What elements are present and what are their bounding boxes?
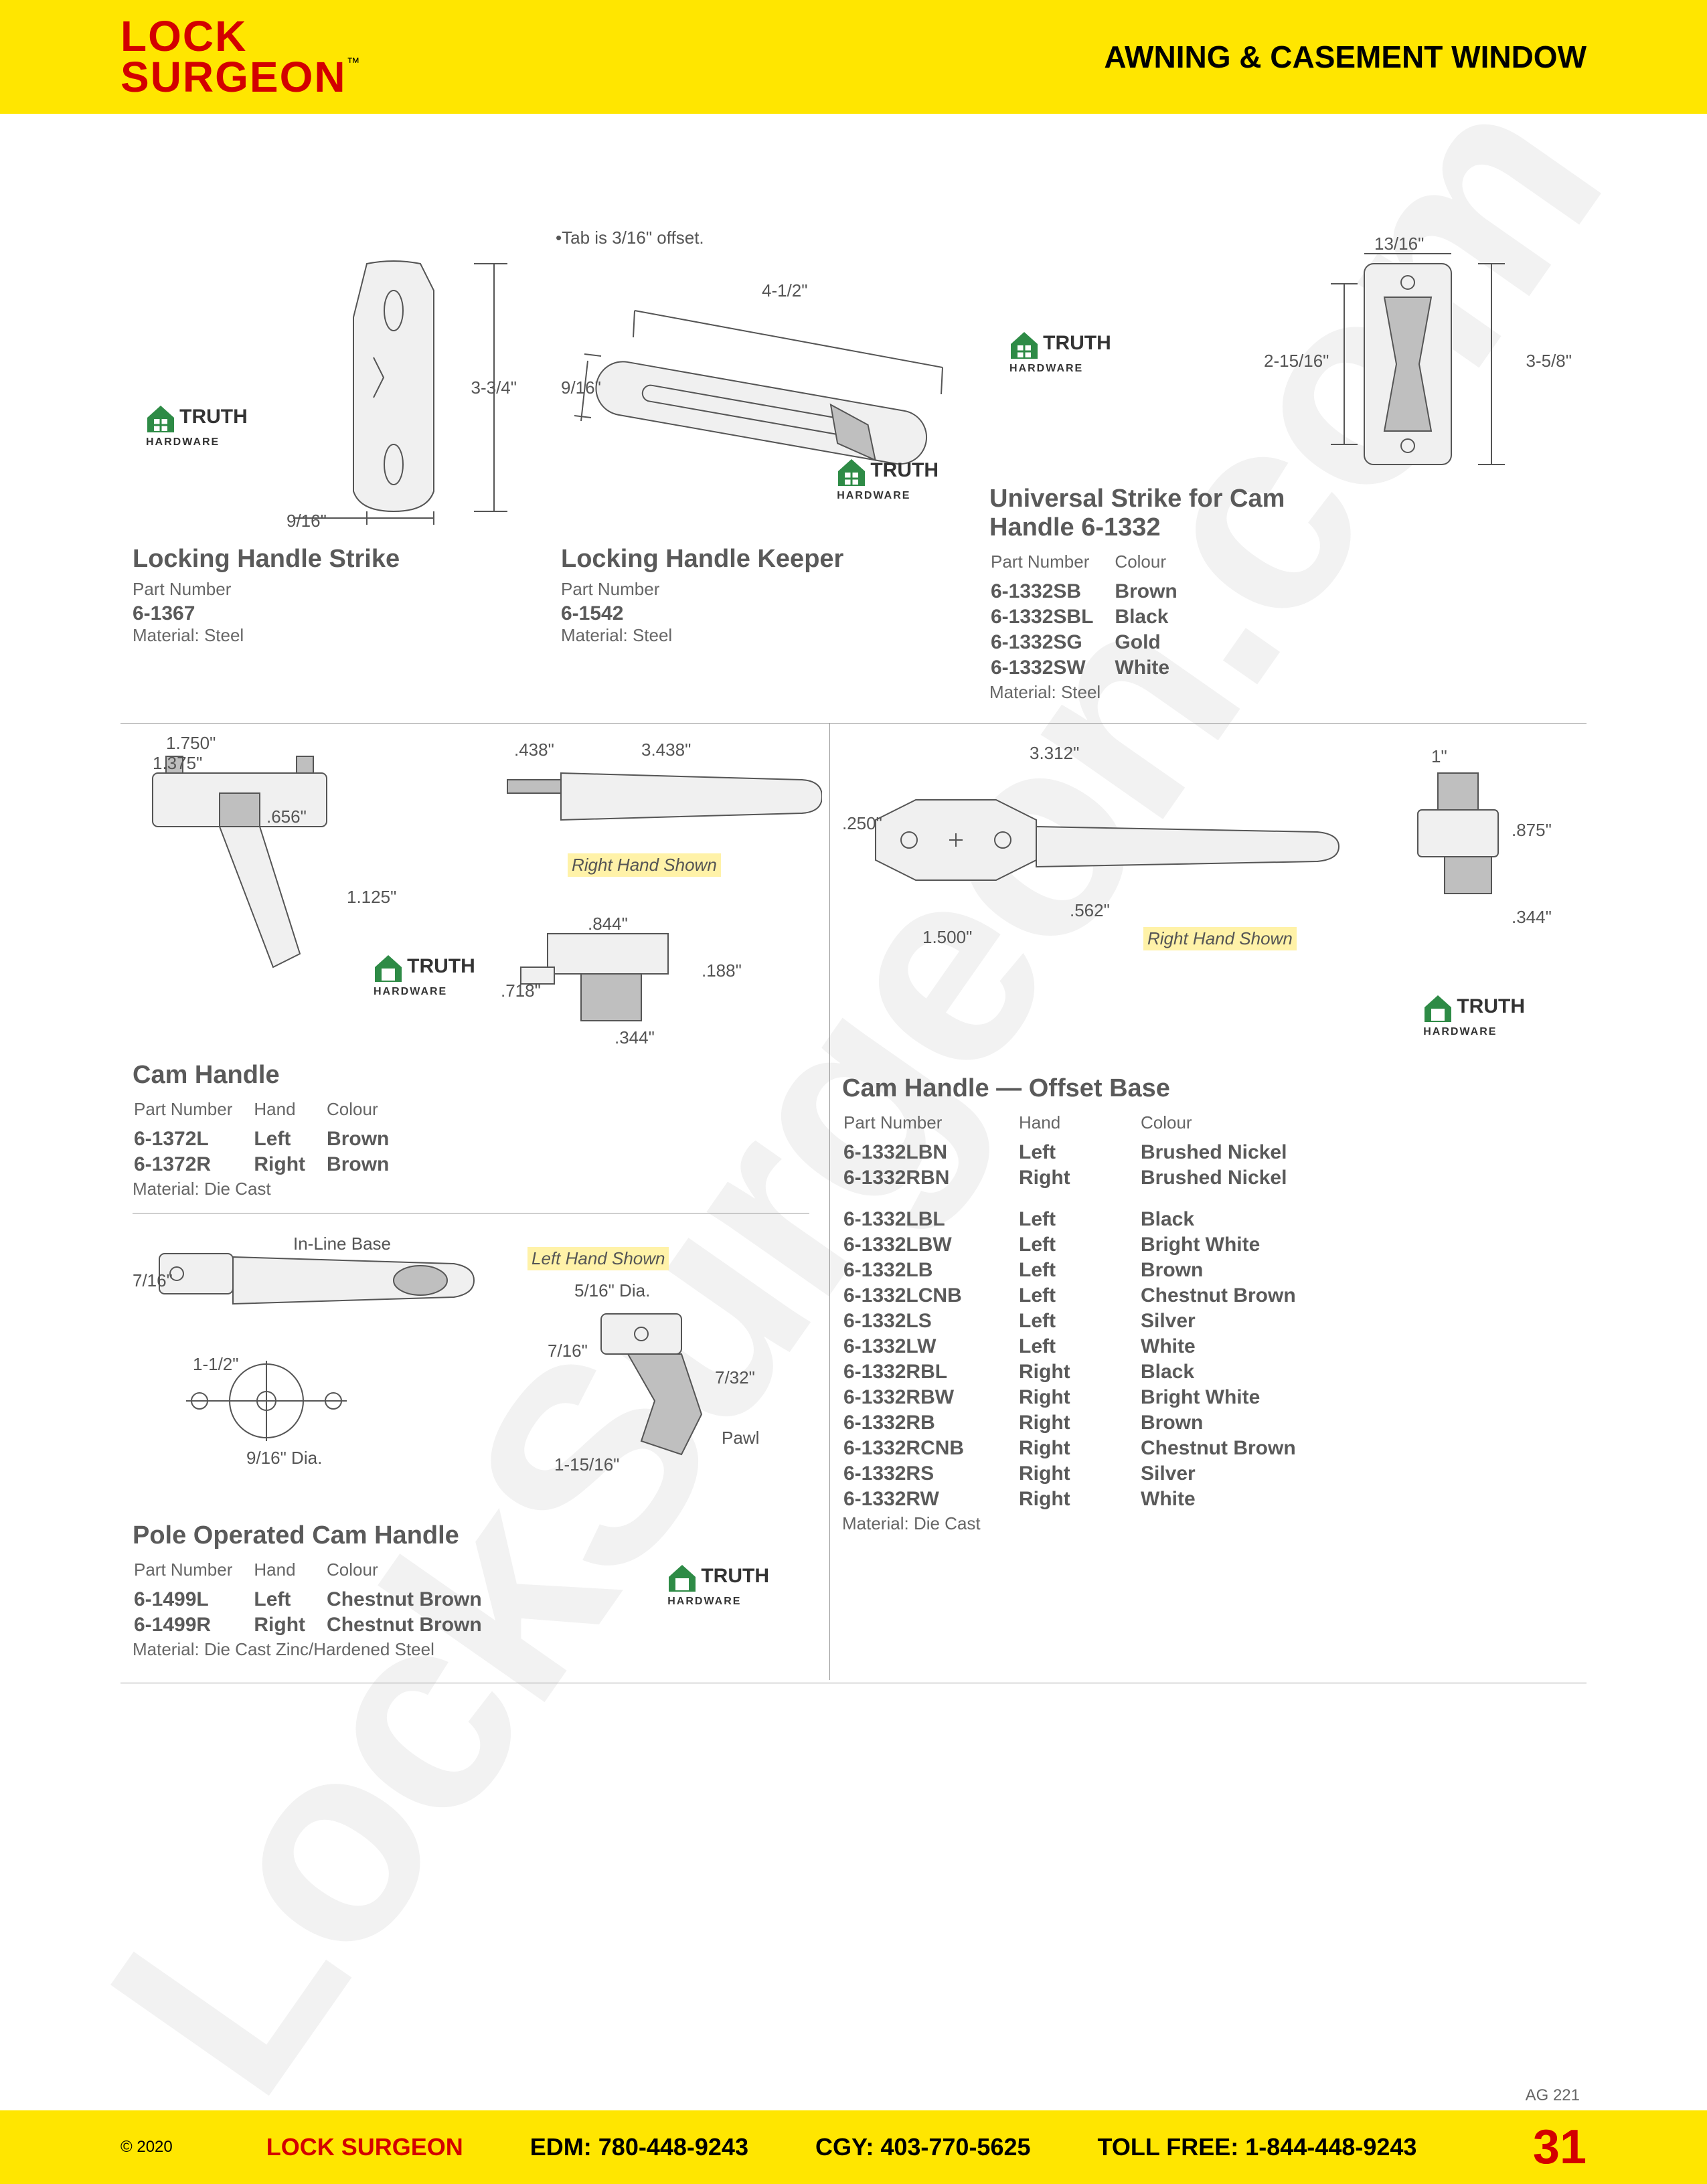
truth-hardware-logo: TRUTH HARDWARE (667, 1564, 769, 1606)
diagram-p4: 1.750" 1.375" .656" 1.125" .438" 3.438" … (133, 733, 809, 1047)
copyright: © 2020 (120, 2138, 173, 2157)
footer: AG 221 © 2020 LOCK SURGEON EDM: 780-448-… (0, 2081, 1707, 2184)
table-row: 6-1332RCNBRightChestnut Brown (843, 1437, 1316, 1461)
material: Material: Steel (989, 682, 1592, 703)
page-category-title: AWNING & CASEMENT WINDOW (1104, 39, 1587, 75)
ag-code: AG 221 (0, 2081, 1707, 2110)
catalog-content: 3-3/4" 9/16" TRUTH HARDWARE Locking Hand… (0, 114, 1707, 1710)
table-row: 6-1332SWWhite (991, 657, 1198, 681)
product-title: Cam Handle — Offset Base (842, 1074, 1578, 1103)
product-title: Pole Operated Cam Handle (133, 1521, 809, 1550)
table-row: 6-1332LCNBLeftChestnut Brown (843, 1284, 1316, 1309)
row-1: 3-3/4" 9/16" TRUTH HARDWARE Locking Hand… (120, 234, 1587, 724)
table-row: 6-1499LLeftChestnut Brown (134, 1588, 502, 1612)
material: Material: Die Cast (133, 1179, 809, 1199)
product-title: Universal Strike for Cam Handle 6-1332 (989, 485, 1291, 542)
dim-w: 13/16" (1374, 234, 1424, 254)
table-row: 6-1332RWRightWhite (843, 1488, 1316, 1512)
hand-shown-note: Right Hand Shown (1143, 927, 1297, 950)
product-locking-handle-strike: 3-3/4" 9/16" TRUTH HARDWARE Locking Hand… (120, 234, 549, 723)
variant-table: Part NumberHandColour 6-1499LLeftChestnu… (133, 1557, 503, 1639)
table-row: 6-1332SGGold (991, 631, 1198, 655)
logo-line1: LOCK (120, 16, 360, 57)
variant-table: Part NumberColour 6-1332SBBrown 6-1332SB… (989, 549, 1199, 682)
dim-h: 3-3/4" (471, 377, 517, 398)
truth-hardware-logo: TRUTH HARDWARE (146, 404, 248, 447)
table-row: 6-1332LBNLeftBrushed Nickel (843, 1141, 1316, 1165)
dim-inner: 2-15/16" (1264, 351, 1329, 371)
table-row: 6-1332SBLBlack (991, 606, 1198, 630)
truth-hardware-logo: TRUTH HARDWARE (1423, 994, 1525, 1037)
product-title: Cam Handle (133, 1061, 809, 1090)
product-universal-strike: 13/16" 3-5/8" 2-15/16" TRUTH HARDWARE Un… (977, 234, 1604, 723)
row-2: 1.750" 1.375" .656" 1.125" .438" 3.438" … (120, 724, 1587, 1680)
table-row: 6-1372RRightBrown (134, 1153, 409, 1177)
dim-h: 3-5/8" (1526, 351, 1572, 371)
table-row: 6-1332LBLeftBrown (843, 1259, 1316, 1283)
dim-h: 9/16" (561, 377, 601, 398)
product-cam-handle-offset-base: 3.312" .250" 1.500" .562" 1" .875" .344"… (830, 724, 1591, 1680)
table-row: 6-1372LLeftBrown (134, 1128, 409, 1152)
table-row: 6-1332LSLeftSilver (843, 1310, 1316, 1334)
table-row: 6-1332RBWRightBright White (843, 1386, 1316, 1410)
pawl-label: Pawl (722, 1428, 759, 1448)
page-number: 31 (1533, 2120, 1587, 2175)
product-locking-handle-keeper: •Tab is 3/16" offset. 4-1/2" 9/1 (549, 234, 977, 723)
product-cam-handle: 1.750" 1.375" .656" 1.125" .438" 3.438" … (133, 733, 809, 1213)
logo-tm: ™ (347, 56, 360, 70)
variant-table: Part NumberHandColour 6-1372LLeftBrown 6… (133, 1096, 410, 1179)
partnum: 6-1542 (561, 602, 965, 625)
dim-w: 4-1/2" (762, 280, 808, 301)
table-row: 6-1332RBRightBrown (843, 1412, 1316, 1436)
dim-w: 9/16" (287, 511, 327, 531)
table-row: 6-1332LBWLeftBright White (843, 1234, 1316, 1258)
material: Material: Die Cast (842, 1513, 1578, 1534)
diagram-p3: 13/16" 3-5/8" 2-15/16" TRUTH HARDWARE (989, 244, 1592, 471)
footer-brand: LOCK SURGEON (266, 2133, 463, 2161)
truth-hardware-logo: TRUTH HARDWARE (1009, 331, 1111, 373)
table-row: 6-1332SBBrown (991, 580, 1198, 604)
diagram-p1: 3-3/4" 9/16" TRUTH HARDWARE (133, 244, 537, 531)
table-row: 6-1332LWLeftWhite (843, 1335, 1316, 1359)
product-title: Locking Handle Strike (133, 545, 537, 574)
product-title: Locking Handle Keeper (561, 545, 965, 574)
footer-bar: © 2020 LOCK SURGEON EDM: 780-448-9243 CG… (0, 2110, 1707, 2184)
diagram-p2: 4-1/2" 9/16" TRUTH HARDWARE (561, 244, 965, 531)
partnum-label: Part Number (133, 579, 537, 600)
phone-edm: EDM: 780-448-9243 (530, 2133, 748, 2161)
table-row: 6-1332RSRightSilver (843, 1462, 1316, 1487)
product-pole-operated-cam-handle: 7/16" 1-1/2" 9/16" Dia. 5/16" Dia. 7/16"… (133, 1227, 809, 1660)
phone-cgy: CGY: 403-770-5625 (815, 2133, 1031, 2161)
table-row: 6-1332RBLRightBlack (843, 1361, 1316, 1385)
partnum: 6-1367 (133, 602, 537, 625)
material: Material: Die Cast Zinc/Hardened Steel (133, 1639, 809, 1660)
left-column: 1.750" 1.375" .656" 1.125" .438" 3.438" … (120, 724, 830, 1680)
table-row: 6-1499RRightChestnut Brown (134, 1614, 502, 1638)
inline-base-label: In-Line Base (293, 1234, 391, 1254)
truth-hardware-logo: TRUTH HARDWARE (837, 458, 939, 501)
hand-shown-note: Left Hand Shown (527, 1247, 669, 1270)
diagram-p6: 7/16" 1-1/2" 9/16" Dia. 5/16" Dia. 7/16"… (133, 1227, 809, 1508)
phone-tollfree: TOLL FREE: 1-844-448-9243 (1098, 2133, 1417, 2161)
table-row: 6-1332RBNRightBrushed Nickel (843, 1167, 1316, 1191)
material: Material: Steel (133, 625, 537, 646)
variant-table: Part NumberHandColour 6-1332LBNLeftBrush… (842, 1110, 1317, 1513)
logo-line2: SURGEON (120, 53, 347, 101)
diagram-p5: 3.312" .250" 1.500" .562" 1" .875" .344"… (842, 733, 1578, 1061)
table-row: 6-1332LBLLeftBlack (843, 1208, 1316, 1232)
truth-hardware-logo: TRUTH HARDWARE (374, 954, 475, 997)
logo: LOCK SURGEON™ (120, 16, 360, 98)
diagram-svg (133, 733, 822, 1047)
partnum-label: Part Number (561, 579, 965, 600)
material: Material: Steel (561, 625, 965, 646)
hand-shown-note: Right Hand Shown (568, 853, 721, 877)
header-bar: LOCK SURGEON™ AWNING & CASEMENT WINDOW (0, 0, 1707, 114)
